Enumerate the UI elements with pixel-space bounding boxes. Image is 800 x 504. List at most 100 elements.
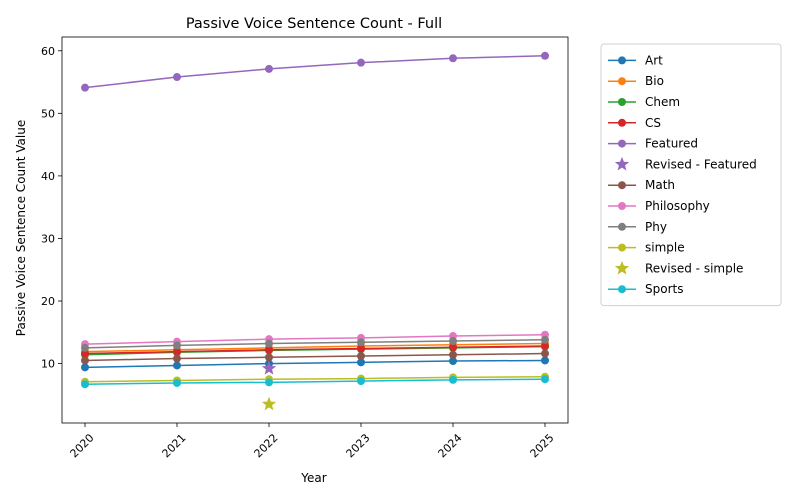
data-point-featured bbox=[81, 83, 89, 92]
data-point-cs bbox=[173, 347, 181, 356]
legend-item-cs: CS bbox=[608, 116, 661, 130]
data-point-cs bbox=[541, 342, 549, 351]
data-point-art bbox=[449, 357, 457, 366]
legend-circle-icon bbox=[618, 139, 626, 148]
legend-label: Featured bbox=[645, 137, 698, 151]
data-point-math bbox=[541, 349, 549, 358]
series-line-art bbox=[84, 359, 546, 369]
data-point-cs bbox=[449, 343, 457, 352]
legend-item-revised-simple: Revised - simple bbox=[614, 260, 743, 275]
y-tick-label: 30 bbox=[41, 232, 55, 245]
legend: Art Bio Chem CS Featured Revised - Featured Ma… bbox=[600, 43, 782, 307]
data-point-art bbox=[81, 363, 89, 372]
series-math bbox=[81, 349, 549, 365]
data-point-featured bbox=[173, 73, 181, 82]
x-axis-label: Year bbox=[300, 471, 326, 485]
legend-star-icon bbox=[614, 156, 630, 171]
series-line-cs bbox=[84, 345, 546, 355]
legend-label: CS bbox=[645, 116, 661, 130]
data-point-featured bbox=[541, 51, 549, 60]
data-point-phy bbox=[81, 343, 89, 352]
series-line-bio bbox=[84, 342, 546, 353]
legend-circle-icon bbox=[618, 222, 626, 231]
series-cs bbox=[81, 342, 549, 358]
x-tick-label: 2023 bbox=[344, 431, 373, 460]
legend-label: Art bbox=[645, 53, 663, 67]
data-point-art bbox=[173, 361, 181, 370]
data-point-phy bbox=[173, 341, 181, 350]
data-point-sports bbox=[541, 375, 549, 384]
y-axis-label: Passive Voice Sentence Count Value bbox=[14, 120, 28, 336]
y-tick-label: 10 bbox=[41, 358, 55, 371]
series-line-phy bbox=[84, 339, 546, 349]
legend-item-chem: Chem bbox=[608, 95, 680, 109]
legend-circle-icon bbox=[618, 285, 626, 294]
legend-item-bio: Bio bbox=[608, 74, 664, 88]
data-point-math bbox=[265, 353, 273, 362]
x-tick-label: 2020 bbox=[68, 431, 97, 460]
data-point-phy bbox=[449, 337, 457, 346]
legend-label: Revised - Featured bbox=[645, 157, 757, 171]
series-line-featured bbox=[84, 55, 546, 89]
legend-item-phy: Phy bbox=[608, 220, 667, 234]
y-tick-label: 20 bbox=[41, 295, 55, 308]
data-point-phy bbox=[265, 339, 273, 348]
legend-label: Chem bbox=[645, 95, 680, 109]
legend-label: Bio bbox=[645, 74, 664, 88]
legend-circle-icon bbox=[618, 77, 626, 86]
y-tick-label: 60 bbox=[41, 45, 55, 58]
data-point-art bbox=[541, 356, 549, 365]
data-point-sports bbox=[265, 378, 273, 387]
x-tick-label: 2025 bbox=[528, 431, 557, 460]
data-point-phy bbox=[541, 335, 549, 344]
series-sports bbox=[81, 375, 549, 389]
data-point-featured bbox=[357, 58, 365, 67]
data-point-sports bbox=[173, 378, 181, 387]
legend-item-math: Math bbox=[608, 178, 675, 192]
data-point-cs bbox=[357, 344, 365, 353]
series-line-sports bbox=[84, 378, 546, 385]
data-point-cs bbox=[265, 345, 273, 354]
legend-circle-icon bbox=[618, 56, 626, 65]
legend-label: Philosophy bbox=[645, 199, 710, 213]
legend-circle-icon bbox=[618, 118, 626, 127]
legend-circle-icon bbox=[618, 98, 626, 106]
data-point-math bbox=[173, 354, 181, 363]
legend-circle-icon bbox=[618, 181, 626, 190]
revised-marker-revised-simple bbox=[261, 396, 277, 411]
axes: 2020 2021 2022 2023 2024 2025 10 20 30 40 50 60 bbox=[41, 36, 569, 460]
legend-item-art: Art bbox=[608, 53, 663, 67]
legend-box bbox=[600, 43, 782, 307]
data-point-math bbox=[357, 352, 365, 361]
plot-area bbox=[81, 51, 549, 411]
data-point-cs bbox=[81, 349, 89, 358]
legend-label: Math bbox=[645, 178, 675, 192]
revised-marker-revised-featured bbox=[261, 361, 277, 375]
x-tick-label: 2024 bbox=[436, 431, 465, 460]
legend-item-sports: Sports bbox=[608, 282, 683, 296]
data-point-sports bbox=[449, 375, 457, 384]
data-point-math bbox=[81, 356, 89, 365]
y-tick-label: 50 bbox=[41, 107, 55, 120]
legend-label: simple bbox=[645, 241, 685, 255]
y-tick-label: 40 bbox=[41, 170, 55, 183]
legend-item-featured: Featured bbox=[608, 137, 698, 151]
series-phy bbox=[81, 335, 549, 352]
series-featured bbox=[81, 51, 549, 92]
data-point-sports bbox=[357, 377, 365, 386]
legend-item-simple: simple bbox=[608, 241, 685, 255]
legend-label: Revised - simple bbox=[645, 261, 743, 275]
legend-star-icon bbox=[614, 260, 630, 275]
legend-circle-icon bbox=[618, 243, 626, 252]
chart-title: Passive Voice Sentence Count - Full bbox=[186, 16, 442, 32]
legend-item-philosophy: Philosophy bbox=[608, 199, 710, 213]
legend-label: Phy bbox=[645, 220, 667, 234]
data-point-featured bbox=[449, 54, 457, 63]
legend-circle-icon bbox=[618, 202, 626, 210]
series-line-philosophy bbox=[84, 334, 546, 345]
data-point-sports bbox=[81, 380, 89, 389]
series-line-simple bbox=[84, 375, 546, 383]
legend-item-revised-featured: Revised - Featured bbox=[614, 156, 757, 171]
